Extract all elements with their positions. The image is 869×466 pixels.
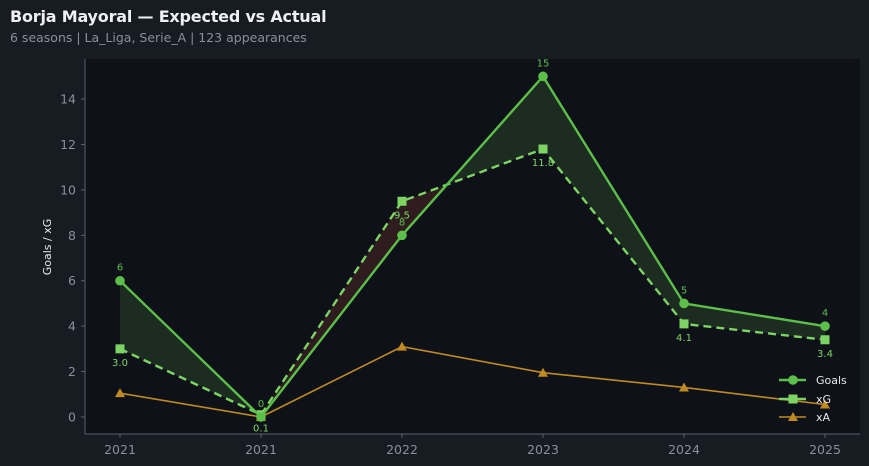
legend-item-xa: xA <box>779 411 831 424</box>
square-marker-icon <box>788 394 798 404</box>
y-tick-label: 8 <box>68 228 76 243</box>
goals-marker <box>397 230 407 241</box>
circle-marker-icon <box>788 375 798 385</box>
x-tick-label: 2024 <box>668 442 700 457</box>
chart-subtitle: 6 seasons | La_Liga, Serie_A | 123 appea… <box>10 30 307 45</box>
xg-marker <box>679 319 689 329</box>
data-labels: 6 0 8 15 5 4 3.0 0.1 9.5 11.8 4.1 3.4 <box>112 58 833 434</box>
x-tick-label: 2022 <box>386 442 418 457</box>
axes: 0 2 4 6 8 10 12 14 2021 2021 2022 2023 2024 2025 <box>60 59 860 457</box>
legend-label: Goals <box>816 374 847 387</box>
xa-marker <box>397 341 407 351</box>
xa-marker <box>538 367 548 377</box>
xg-marker <box>538 144 548 154</box>
y-tick-label: 0 <box>68 410 76 425</box>
legend-label: xA <box>816 411 831 424</box>
y-tick-label: 4 <box>68 319 76 334</box>
y-tick-label: 6 <box>68 273 76 288</box>
legend-label: xG <box>816 393 831 406</box>
xg-marker <box>820 335 830 345</box>
x-tick-label: 2023 <box>527 442 559 457</box>
series-lines <box>115 71 830 422</box>
y-tick-label: 2 <box>68 364 76 379</box>
goals-marker <box>256 412 266 422</box>
x-tick-label: 2021 <box>104 442 136 457</box>
goals-value-label: 4 <box>822 308 828 319</box>
x-tick-label: 2025 <box>809 442 841 457</box>
goals-marker <box>679 298 689 309</box>
xg-value-label: 9.5 <box>394 210 410 221</box>
triangle-marker-icon <box>788 412 798 421</box>
x-tick-label: 2021 <box>245 442 277 457</box>
xg-marker <box>397 196 407 206</box>
legend-item-goals: Goals <box>779 374 847 387</box>
goals-value-label: 6 <box>117 263 123 274</box>
xg-value-label: 11.8 <box>532 158 554 169</box>
goals-value-label: 8 <box>399 217 405 228</box>
xg-value-label: 3.4 <box>817 349 833 360</box>
xg-value-label: 0.1 <box>253 424 269 435</box>
xg-value-label: 4.1 <box>676 333 692 344</box>
y-tick-label: 10 <box>60 182 76 197</box>
goals-value-label: 0 <box>258 399 264 410</box>
xg-value-label: 3.0 <box>112 358 128 369</box>
xa-marker <box>679 382 689 392</box>
y-axis-label: Goals / xG <box>41 219 54 276</box>
goals-marker <box>115 275 125 286</box>
xg-marker <box>115 344 125 354</box>
goals-marker <box>820 321 830 331</box>
goals-marker <box>538 71 548 82</box>
goals-value-label: 15 <box>537 58 550 69</box>
xa-marker <box>820 399 830 409</box>
y-tick-label: 14 <box>60 92 76 107</box>
y-tick-label: 12 <box>60 137 76 152</box>
goals-value-label: 5 <box>681 285 687 296</box>
chart-title: Borja Mayoral — Expected vs Actual <box>10 7 327 26</box>
legend: Goals xG xA <box>779 374 847 424</box>
legend-item-xg: xG <box>779 393 831 406</box>
xa-marker <box>115 388 125 398</box>
